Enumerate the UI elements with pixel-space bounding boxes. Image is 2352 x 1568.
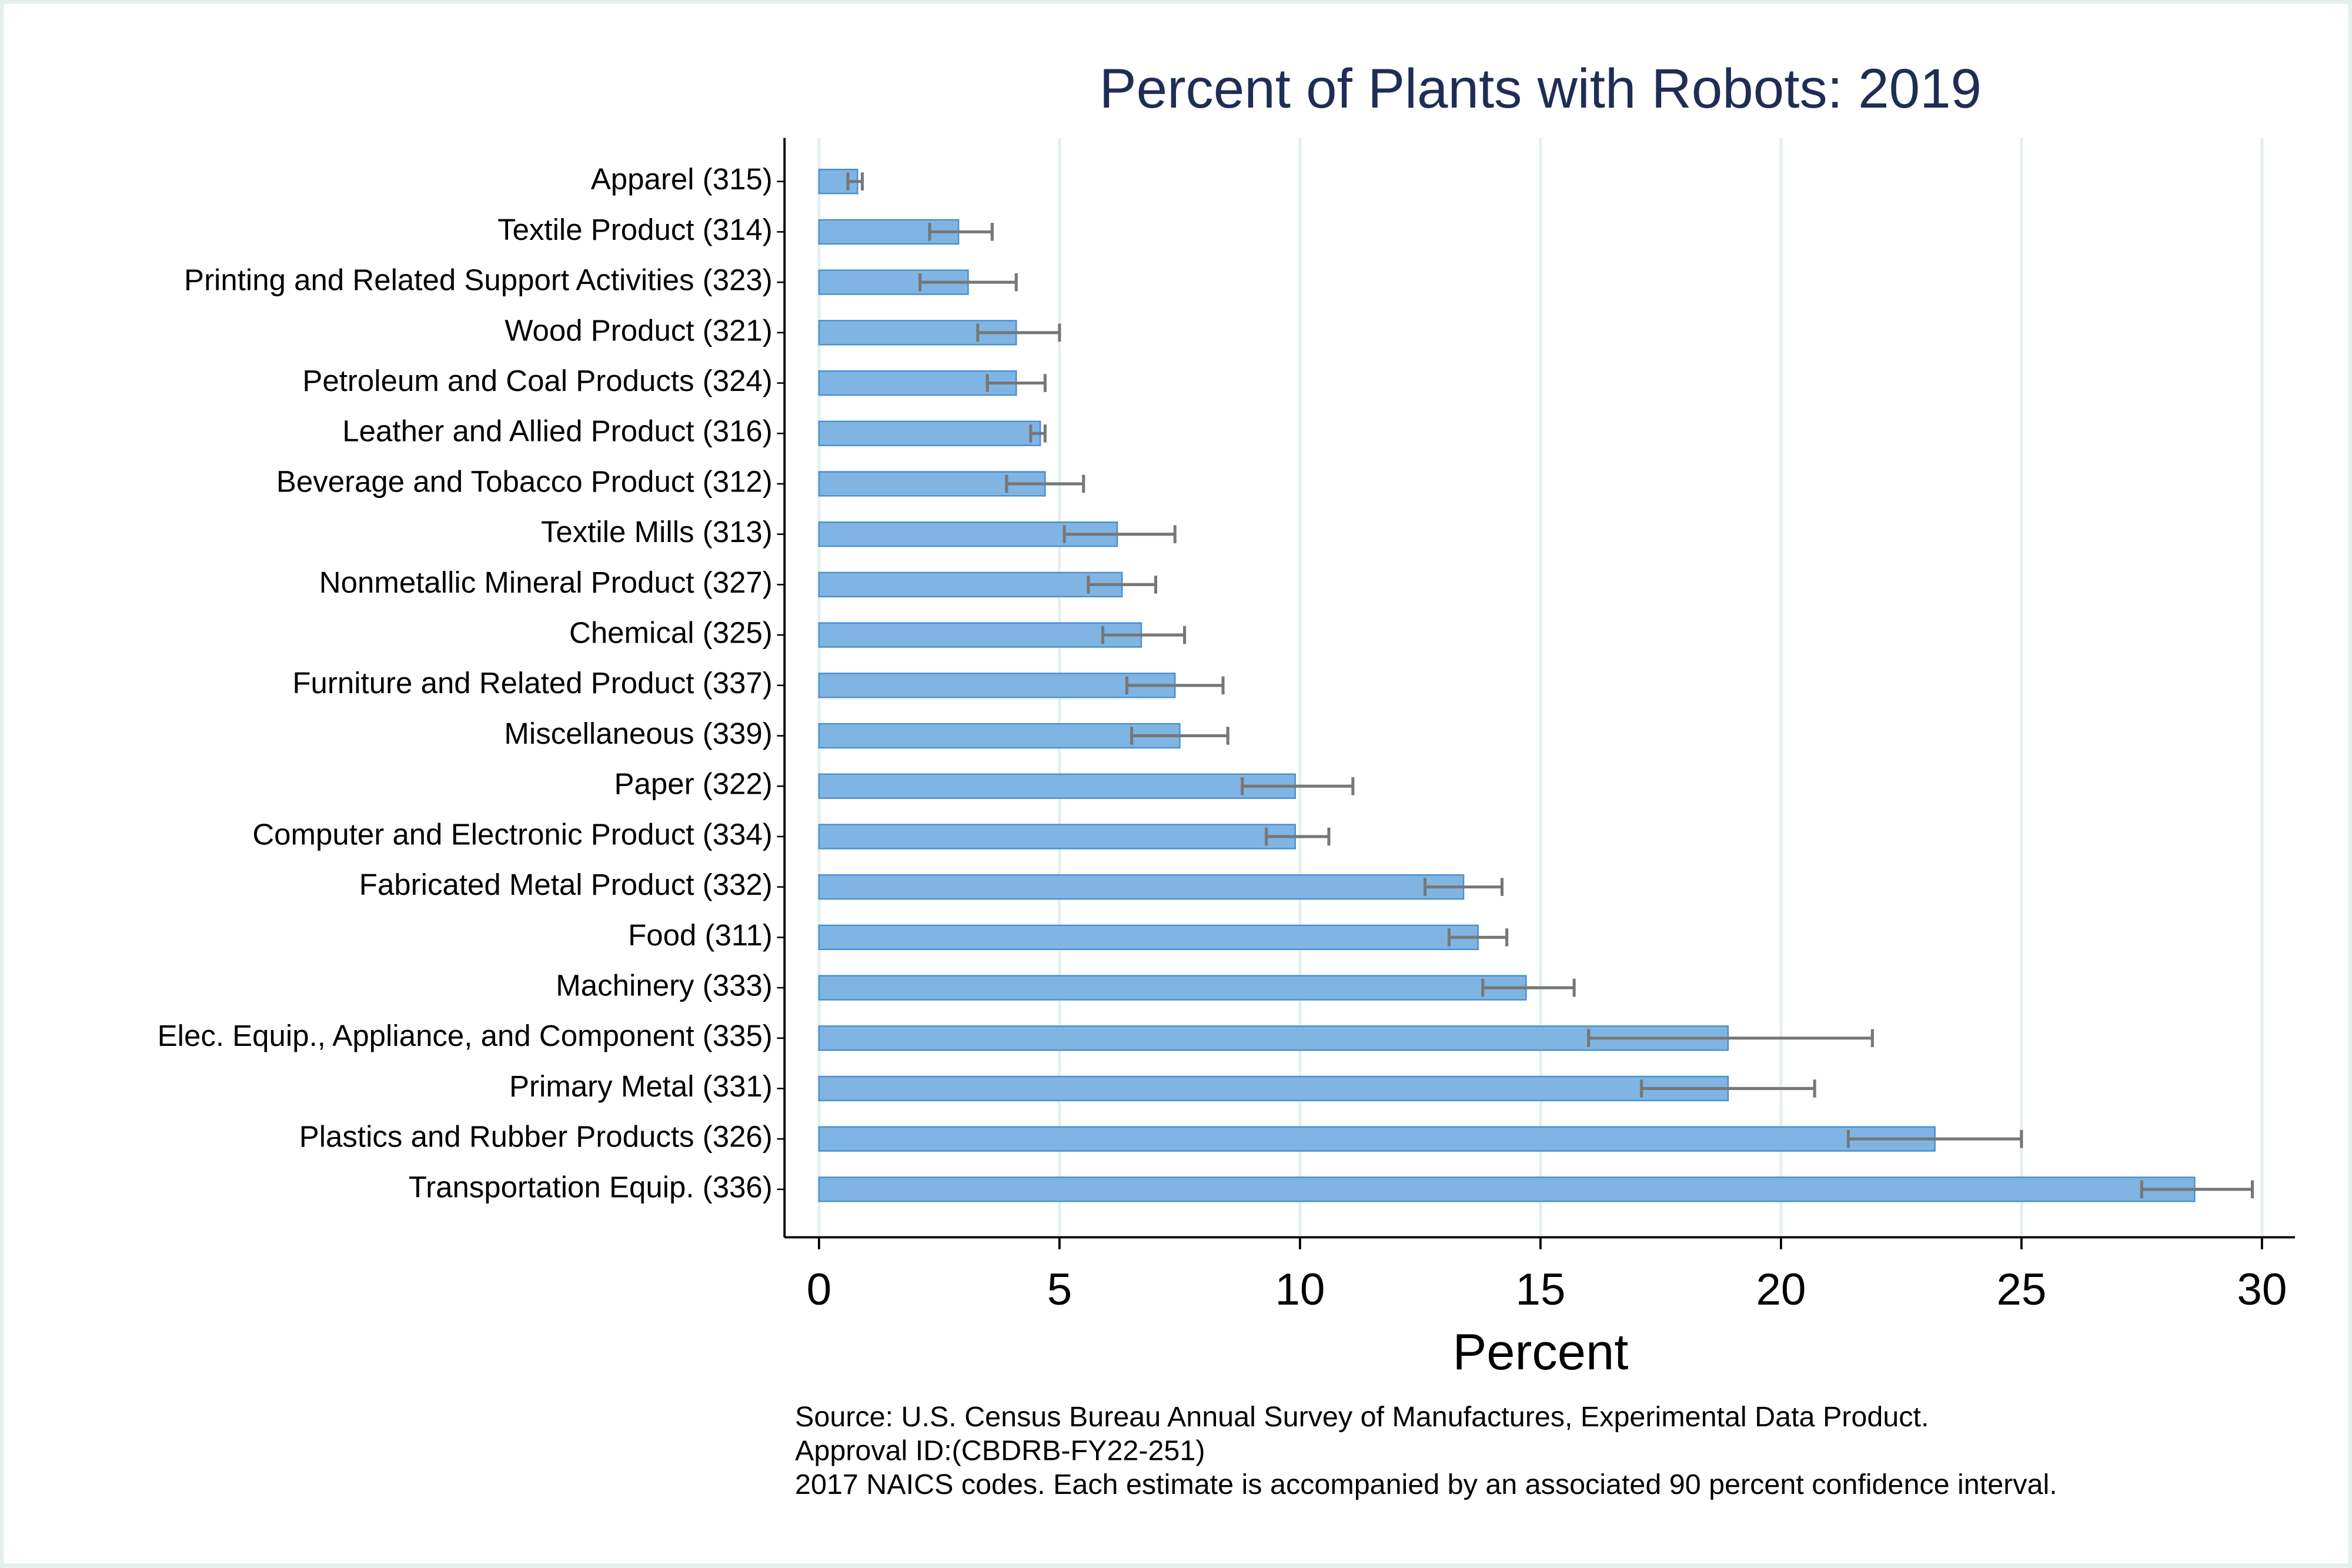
error-bar (1005, 474, 1085, 493)
y-tick-label: Beverage and Tobacco Product (312) (276, 464, 773, 498)
bar (818, 773, 1296, 799)
error-bar (1481, 978, 1576, 997)
bar (818, 420, 1041, 446)
bar (818, 723, 1181, 749)
error-bar (1640, 1079, 1816, 1098)
y-tick-label: Paper (322) (614, 767, 772, 801)
error-bar (918, 273, 1018, 292)
bar (818, 269, 969, 295)
y-tick-label: Primary Metal (331) (509, 1069, 773, 1103)
note: 2017 NAICS codes. Each estimate is accom… (795, 1469, 2057, 1500)
error-bar (1447, 928, 1509, 947)
error-bar (1241, 777, 1355, 795)
note: Approval ID:(CBDRB-FY22-251) (795, 1435, 1205, 1466)
x-tick-label: 10 (1275, 1265, 1325, 1315)
x-tick-label: 0 (807, 1265, 832, 1315)
y-tick-label: Textile Mills (313) (541, 515, 773, 549)
error-bar (846, 172, 864, 190)
y-tick-label: Miscellaneous (339) (504, 717, 772, 750)
bar (818, 874, 1465, 900)
error-bar (1265, 827, 1331, 846)
bar (818, 1075, 1729, 1102)
bar (818, 824, 1296, 850)
y-tick-label: Wood Product (321) (505, 313, 772, 347)
error-bar (2140, 1180, 2254, 1199)
y-tick-label: Leather and Allied Product (316) (342, 414, 772, 448)
x-tick-label: 20 (1756, 1265, 1806, 1315)
bar (818, 1176, 2196, 1202)
y-tick-label: Nonmetallic Mineral Product (327) (319, 566, 773, 599)
error-bar (1101, 626, 1187, 644)
bar (818, 571, 1123, 598)
x-tick-label: 30 (2237, 1265, 2287, 1315)
y-tick-label: Computer and Electronic Product (334) (252, 817, 772, 851)
error-bar (985, 374, 1047, 392)
y-tick-label: Fabricated Metal Product (332) (359, 868, 773, 901)
error-bar (1846, 1129, 2023, 1148)
y-tick-label: Transportation Equip. (336) (409, 1170, 773, 1203)
y-tick-label: Elec. Equip., Appliance, and Component (… (158, 1019, 773, 1052)
bar (818, 320, 1017, 346)
error-bar (976, 323, 1061, 342)
bar (818, 975, 1527, 1001)
y-tick-label: Plastics and Rubber Products (326) (299, 1120, 773, 1154)
bar (818, 622, 1142, 648)
x-tick-label: 25 (1996, 1265, 2046, 1315)
error-bar (1125, 676, 1225, 695)
y-tick-label: Textile Product (314) (497, 213, 773, 246)
error-bar (1587, 1029, 1874, 1048)
error-bar (1029, 424, 1047, 443)
chart-title: Percent of Plants with Robots: 2019 (1100, 58, 1982, 120)
y-tick-label: Furniture and Related Product (337) (292, 666, 772, 700)
y-tick-label: Chemical (325) (569, 616, 773, 650)
y-tick-label: Petroleum and Coal Products (324) (302, 364, 772, 397)
error-bar (928, 223, 994, 241)
x-tick-label: 15 (1515, 1265, 1565, 1315)
note: Source: U.S. Census Bureau Annual Survey… (795, 1401, 1929, 1433)
error-bar (1130, 727, 1230, 745)
bar (818, 1126, 1936, 1152)
bar (818, 924, 1479, 951)
error-bar (1087, 576, 1158, 594)
x-tick-label: 5 (1047, 1265, 1073, 1315)
bar (818, 673, 1176, 698)
y-tick-label: Printing and Related Support Activities … (184, 263, 773, 297)
y-tick-label: Machinery (333) (556, 969, 772, 1002)
x-axis-label: Percent (1452, 1323, 1628, 1380)
y-tick-label: Food (311) (628, 918, 773, 952)
error-bar (1063, 525, 1177, 543)
error-bar (1424, 878, 1504, 896)
y-tick-label: Apparel (315) (591, 162, 773, 196)
